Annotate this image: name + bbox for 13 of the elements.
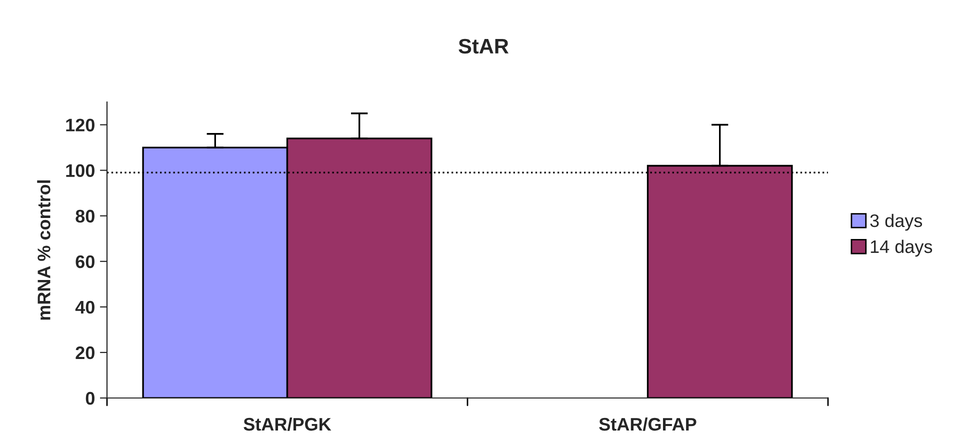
y-tick-label: 60 bbox=[76, 255, 94, 268]
legend-label: 3 days bbox=[870, 214, 922, 231]
y-tick-label: 0 bbox=[86, 392, 94, 405]
y-tick-label: 100 bbox=[66, 164, 94, 178]
x-tick-label: StAR/GFAP bbox=[599, 417, 696, 431]
y-axis-title: mRNA % control bbox=[37, 180, 50, 320]
y-tick-label: 20 bbox=[76, 346, 94, 360]
x-tick-label: StAR/PGK bbox=[244, 417, 332, 431]
y-tick-label: 40 bbox=[75, 300, 94, 314]
y-tick-label: 80 bbox=[76, 210, 94, 223]
y-tick-label: 120 bbox=[66, 118, 94, 132]
chart-title: StAR bbox=[458, 38, 509, 54]
legend-label: 14 days bbox=[870, 240, 932, 257]
